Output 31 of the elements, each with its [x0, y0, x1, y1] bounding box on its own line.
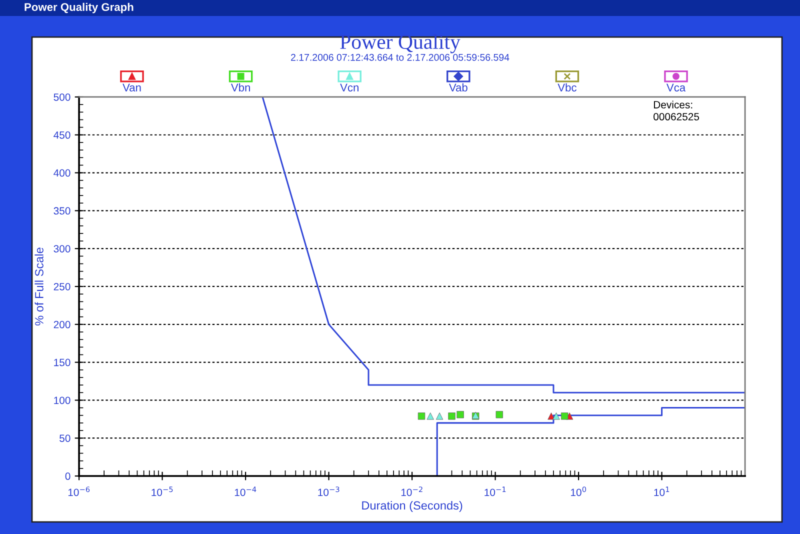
- x-tick-label: 10$^{−2}$: [401, 486, 422, 496]
- y-tick-label: 500: [54, 93, 70, 101]
- legend-label: Vca: [666, 84, 686, 92]
- y-tick-label: 400: [54, 169, 70, 177]
- x-tick-label: 10$^{−3}$: [318, 486, 340, 496]
- y-tick-label: 150: [54, 358, 70, 366]
- y-tick-label: 100: [54, 396, 70, 404]
- y-tick-label: 0: [65, 472, 70, 480]
- y-tick-label: 300: [54, 245, 70, 252]
- y-tick-label: 200: [54, 320, 70, 328]
- x-tick-label: 10$^{−4}$: [234, 486, 256, 496]
- legend-label: Vbc: [558, 83, 576, 92]
- x-tick-label: 10$^{0}$: [571, 486, 586, 496]
- text: Power Quality Graph: [24, 2, 134, 14]
- x-axis-title: Duration (Seconds): [362, 500, 462, 512]
- x-tick-label: 10$^{−5}$: [152, 486, 173, 496]
- x-tick-label: 10$^{−6}$: [68, 486, 90, 496]
- legend-label: Van: [122, 84, 141, 92]
- y-axis-title: % of Full Scale: [34, 248, 44, 326]
- legend-label: Vab: [448, 83, 468, 92]
- chart-subtitle: 2.17.2006 07:12:43.664 to 2.17.2006 05:59:56.594: [291, 54, 510, 61]
- annotation: Devices: 00062525: [654, 100, 700, 120]
- legend-label: Vcn: [340, 84, 358, 92]
- y-tick-label: 250: [54, 282, 70, 290]
- x-tick-label: 10$^{−1}$: [484, 486, 506, 496]
- chart-title: Power Quality: [340, 34, 460, 54]
- legend-label: Vbn: [230, 83, 250, 92]
- x-tick-label: 10$^{1}$: [654, 486, 670, 496]
- y-tick-label: 450: [54, 131, 70, 139]
- y-tick-label: 50: [60, 434, 70, 442]
- y-tick-label: 350: [54, 207, 70, 215]
